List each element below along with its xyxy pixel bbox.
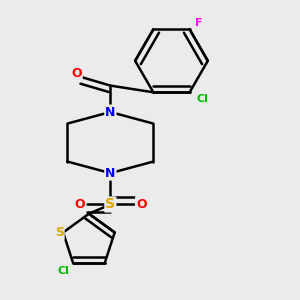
Text: N: N <box>105 106 116 118</box>
Text: S: S <box>105 197 116 212</box>
Text: S: S <box>55 226 64 239</box>
Text: Cl: Cl <box>197 94 209 104</box>
Text: O: O <box>136 198 147 211</box>
Text: O: O <box>71 67 82 80</box>
Text: O: O <box>74 198 85 211</box>
Text: Cl: Cl <box>57 266 69 276</box>
Text: N: N <box>105 167 116 180</box>
Text: F: F <box>195 18 202 28</box>
